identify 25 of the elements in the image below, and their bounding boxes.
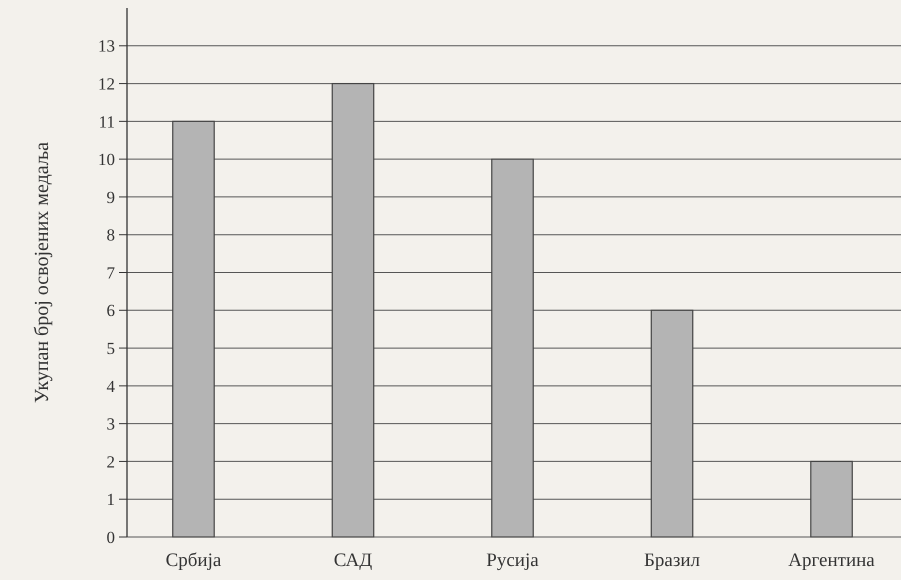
x-tick-label: Србија — [166, 550, 222, 571]
y-tick-label: 0 — [106, 528, 115, 547]
x-tick-label: Аргентина — [788, 550, 876, 571]
y-tick-label: 9 — [106, 188, 115, 207]
x-tick-label: Русија — [486, 550, 540, 571]
bar — [172, 120, 215, 538]
bar — [332, 82, 374, 538]
y-tick-label: 13 — [98, 36, 115, 56]
x-tick-label: Бразил — [644, 550, 701, 571]
y-tick-label: 11 — [98, 112, 115, 132]
bar — [650, 310, 694, 538]
y-tick-label: 6 — [106, 301, 115, 320]
y-tick-label: 10 — [98, 150, 115, 170]
bar — [810, 460, 853, 538]
y-tick-label: 3 — [106, 414, 115, 434]
y-tick-label: 7 — [106, 263, 116, 282]
y-tick-label: 8 — [106, 226, 115, 245]
y-tick-label: 4 — [106, 376, 116, 396]
bar — [491, 158, 534, 538]
y-tick-label: 2 — [106, 452, 115, 472]
y-tick-label: 5 — [106, 339, 115, 358]
x-tick-label: САД — [334, 550, 372, 571]
y-tick-label: 1 — [106, 490, 115, 510]
y-tick-label: 12 — [98, 74, 115, 94]
y-axis-title: Укупан број освојених медаља — [31, 142, 53, 404]
